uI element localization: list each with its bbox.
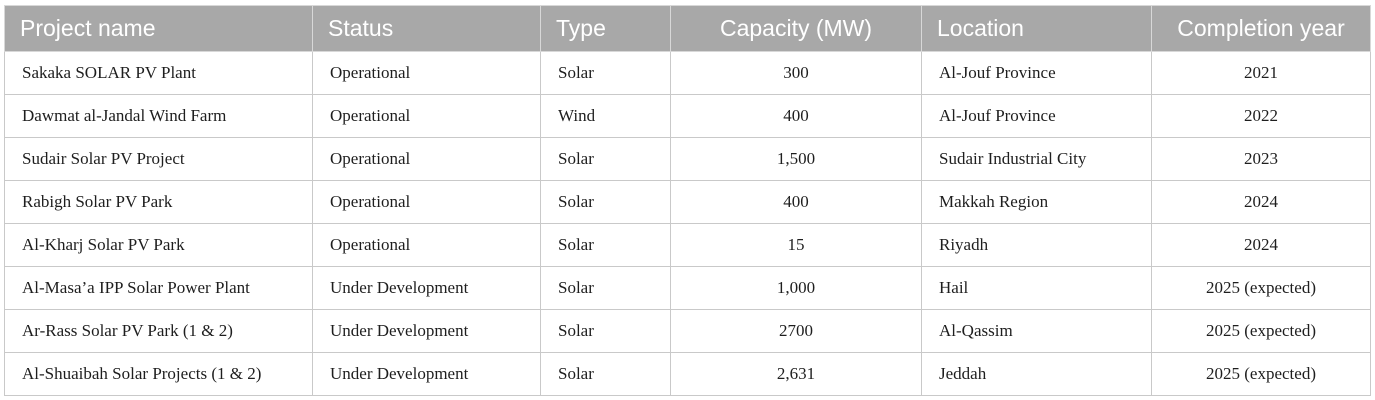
cell-type: Wind [540,94,671,138]
projects-table: Project name Status Type Capacity (MW) L… [4,5,1371,396]
cell-type: Solar [540,223,671,267]
cell-project-name: Rabigh Solar PV Park [4,180,313,224]
cell-type: Solar [540,352,671,396]
table-row: Rabigh Solar PV Park Operational Solar 400 M… [4,180,1371,224]
cell-status: Under Development [312,309,541,353]
cell-status: Operational [312,180,541,224]
table-row: Sudair Solar PV Project Operational Solar 1… [4,137,1371,181]
cell-location: Riyadh [921,223,1152,267]
cell-type: Solar [540,137,671,181]
cell-project-name: Al-Masa’a IPP Solar Power Plant [4,266,313,310]
table-header: Project name Status Type Capacity (MW) L… [4,5,1371,52]
header-type: Type [540,5,671,52]
header-capacity: Capacity (MW) [670,5,922,52]
cell-location: Jeddah [921,352,1152,396]
cell-status: Operational [312,51,541,95]
table-row: Dawmat al-Jandal Wind Farm Operational Win… [4,94,1371,138]
table-row: Al-Kharj Solar PV Park Operational Solar 15… [4,223,1371,267]
cell-completion-year: 2024 [1151,223,1371,267]
header-location: Location [921,5,1152,52]
cell-type: Solar [540,51,671,95]
cell-location: Sudair Industrial City [921,137,1152,181]
cell-capacity: 1,000 [670,266,922,310]
cell-completion-year: 2021 [1151,51,1371,95]
cell-project-name: Sakaka SOLAR PV Plant [4,51,313,95]
cell-capacity: 400 [670,180,922,224]
cell-location: Makkah Region [921,180,1152,224]
cell-project-name: Sudair Solar PV Project [4,137,313,181]
table-row: Ar-Rass Solar PV Park (1 & 2) Under Devel… [4,309,1371,353]
cell-completion-year: 2024 [1151,180,1371,224]
cell-type: Solar [540,180,671,224]
cell-completion-year: 2025 (expected) [1151,266,1371,310]
cell-capacity: 2700 [670,309,922,353]
cell-location: Al-Jouf Province [921,94,1152,138]
cell-capacity: 300 [670,51,922,95]
cell-project-name: Al-Shuaibah Solar Projects (1 & 2) [4,352,313,396]
cell-location: Al-Qassim [921,309,1152,353]
cell-completion-year: 2025 (expected) [1151,309,1371,353]
cell-completion-year: 2025 (expected) [1151,352,1371,396]
cell-status: Under Development [312,352,541,396]
table-row: Sakaka SOLAR PV Plant Operational Solar 300… [4,51,1371,95]
cell-completion-year: 2023 [1151,137,1371,181]
cell-status: Operational [312,94,541,138]
cell-status: Operational [312,223,541,267]
table-body: Sakaka SOLAR PV Plant Operational Solar 300… [4,51,1371,396]
cell-capacity: 1,500 [670,137,922,181]
header-status: Status [312,5,541,52]
table-row: Al-Shuaibah Solar Projects (1 & 2) Under … [4,352,1371,396]
header-project-name: Project name [4,5,313,52]
cell-location: Al-Jouf Province [921,51,1152,95]
cell-status: Under Development [312,266,541,310]
cell-capacity: 2,631 [670,352,922,396]
cell-project-name: Ar-Rass Solar PV Park (1 & 2) [4,309,313,353]
cell-type: Solar [540,266,671,310]
table-row: Al-Masa’a IPP Solar Power Plant Under Dev… [4,266,1371,310]
cell-capacity: 400 [670,94,922,138]
cell-completion-year: 2022 [1151,94,1371,138]
cell-project-name: Al-Kharj Solar PV Park [4,223,313,267]
cell-location: Hail [921,266,1152,310]
cell-type: Solar [540,309,671,353]
header-row: Project name Status Type Capacity (MW) L… [4,5,1371,52]
cell-capacity: 15 [670,223,922,267]
header-completion-year: Completion year [1151,5,1371,52]
cell-project-name: Dawmat al-Jandal Wind Farm [4,94,313,138]
cell-status: Operational [312,137,541,181]
